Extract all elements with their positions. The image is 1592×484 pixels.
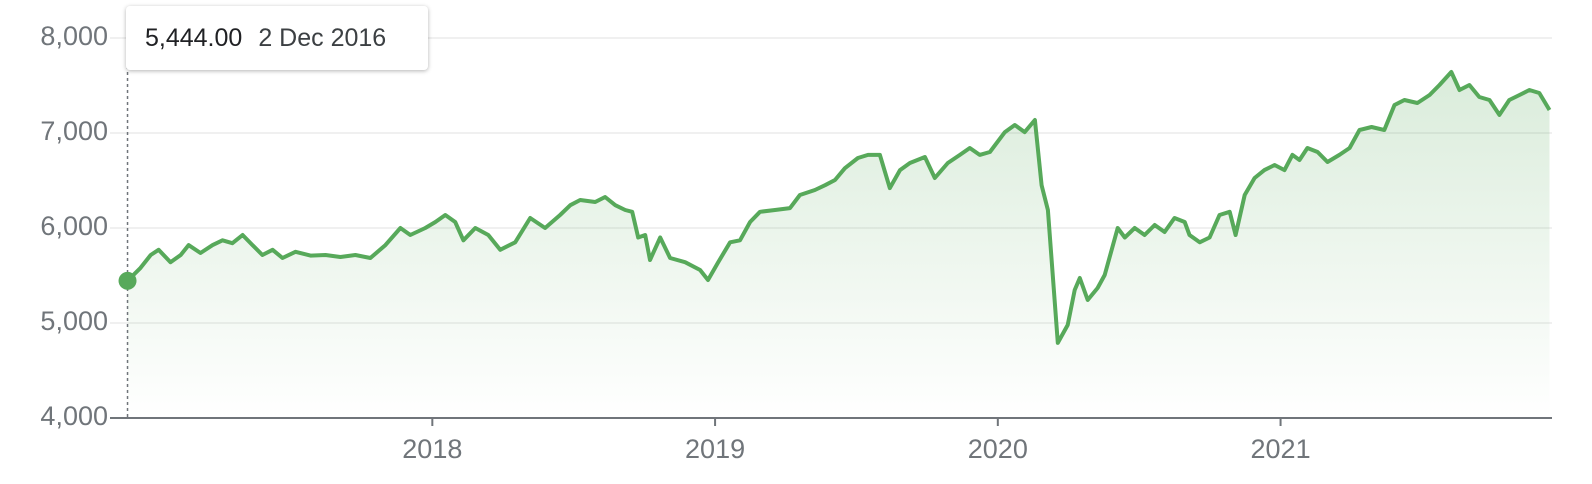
tooltip-value: 5,444.00 [145,23,243,52]
x-tick-label: 2021 [1251,434,1311,464]
tooltip-date: 2 Dec 2016 [258,23,387,52]
hover-point [118,271,137,290]
y-tick-label: 4,000 [40,401,108,431]
x-tick-label: 2020 [968,434,1028,464]
y-tick-label: 5,000 [40,306,108,336]
y-tick-label: 8,000 [40,21,108,51]
x-tick-label: 2018 [402,434,462,464]
y-tick-label: 7,000 [40,116,108,146]
area-fill [127,72,1550,418]
x-tick-label: 2019 [685,434,745,464]
y-tick-label: 6,000 [40,211,108,241]
tooltip: 5,444.00 2 Dec 2016 [126,6,428,70]
line [126,70,1552,345]
